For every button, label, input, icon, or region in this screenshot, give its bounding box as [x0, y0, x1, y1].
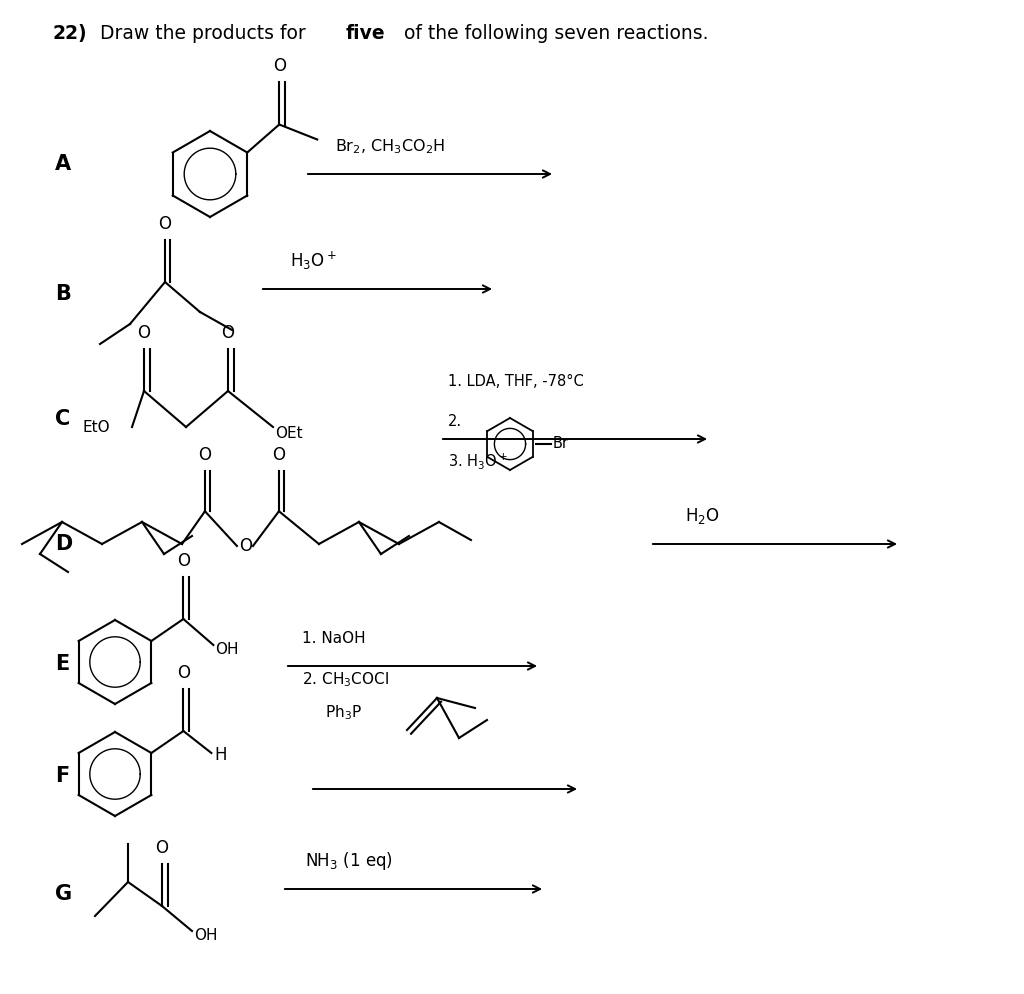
Text: C: C: [55, 409, 71, 429]
Text: EtO: EtO: [82, 419, 110, 434]
Text: B: B: [55, 284, 71, 304]
Text: O: O: [137, 324, 151, 342]
Text: E: E: [55, 654, 70, 674]
Text: Draw the products for: Draw the products for: [100, 24, 311, 43]
Text: 1. LDA, THF, -78°C: 1. LDA, THF, -78°C: [449, 374, 584, 389]
Text: H: H: [214, 746, 227, 764]
Text: 22): 22): [52, 24, 87, 43]
Text: O: O: [177, 552, 189, 570]
Text: 3. H$_3$O$^+$: 3. H$_3$O$^+$: [449, 451, 508, 471]
Text: OH: OH: [215, 641, 239, 656]
Text: O: O: [272, 57, 286, 75]
Text: O: O: [221, 324, 234, 342]
Text: O: O: [177, 664, 189, 682]
Text: 2.: 2.: [449, 414, 462, 429]
Text: 2. CH$_3$COCl: 2. CH$_3$COCl: [302, 670, 389, 689]
Text: F: F: [55, 766, 70, 786]
Text: O: O: [272, 446, 286, 464]
Text: Br: Br: [553, 436, 569, 451]
Text: Ph$_3$P: Ph$_3$P: [325, 704, 362, 722]
Text: 1. NaOH: 1. NaOH: [302, 631, 366, 646]
Text: OEt: OEt: [275, 425, 303, 440]
Text: H$_2$O: H$_2$O: [685, 506, 720, 526]
Text: Br$_2$, CH$_3$CO$_2$H: Br$_2$, CH$_3$CO$_2$H: [335, 137, 445, 156]
Text: G: G: [55, 884, 72, 904]
Text: five: five: [346, 24, 386, 43]
Text: of the following seven reactions.: of the following seven reactions.: [398, 24, 709, 43]
Text: OH: OH: [194, 927, 217, 942]
Text: O: O: [199, 446, 211, 464]
Text: O: O: [156, 839, 169, 857]
Text: A: A: [55, 154, 71, 174]
Text: D: D: [55, 534, 73, 554]
Text: H$_3$O$^+$: H$_3$O$^+$: [290, 249, 337, 272]
Text: O: O: [159, 215, 171, 233]
Text: O: O: [239, 537, 252, 555]
Text: NH$_3$ (1 eq): NH$_3$ (1 eq): [305, 850, 393, 872]
